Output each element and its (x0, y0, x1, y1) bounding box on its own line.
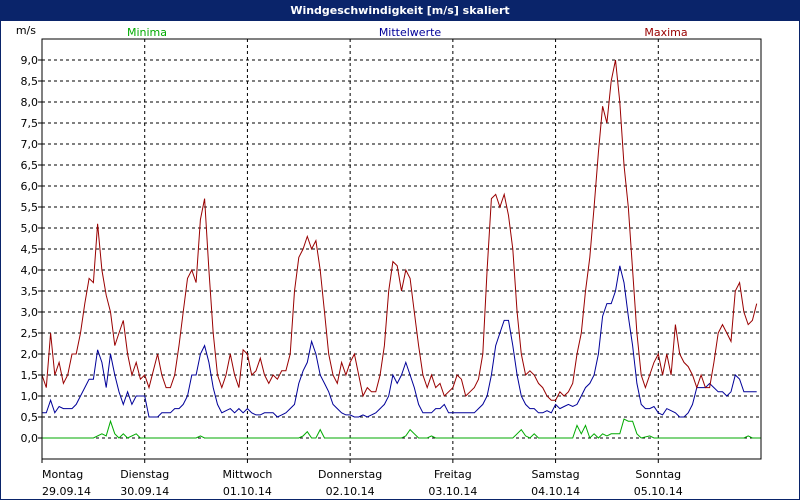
y-tick-label: 6,5 (21, 159, 39, 172)
y-tick-label: 7,0 (21, 138, 39, 151)
y-tick-label: 8,5 (21, 75, 39, 88)
y-axis-label: m/s (16, 24, 36, 37)
x-axis: Montag 29.09.14 Dienstag 30.09.14 Mittwoch 01… (41, 459, 683, 498)
x-tick-label-day: Freitag (434, 468, 472, 481)
x-tick-label-date: 30.09.14 (120, 485, 169, 498)
legend-item-mittelwerte: Mittelwerte (379, 26, 442, 39)
y-tick-label: 6,0 (21, 180, 39, 193)
x-tick-label-date: 03.10.14 (428, 485, 477, 498)
y-tick-label: 3,5 (21, 285, 39, 298)
y-tick-label: 3,0 (21, 306, 39, 319)
grid (42, 39, 761, 459)
x-tick-label-day: Dienstag (120, 468, 169, 481)
y-tick-label: 9,0 (21, 54, 39, 67)
x-tick-label-date: 02.10.14 (326, 485, 375, 498)
y-axis: 0,0 0,5 1,0 1,5 2,0 2,5 3,0 3,5 4,0 4,5 5,0 5,5 6,0 6… (16, 24, 42, 445)
window-title: Windgeschwindigkeit [m/s] skaliert (1, 1, 799, 21)
plot-frame (41, 38, 762, 460)
y-tick-label: 2,5 (21, 327, 39, 340)
y-tick-label: 0,5 (21, 411, 39, 424)
y-tick-label: 5,5 (21, 201, 39, 214)
y-tick-label: 1,5 (21, 369, 39, 382)
chart-canvas: Minima Mittelwerte Maxima 0,0 0,5 1,0 1,5 2,0 2… (16, 24, 762, 498)
x-tick-label-day: Montag (42, 468, 83, 481)
y-tick-label: 5,0 (21, 222, 39, 235)
series-line-maxima (41, 59, 758, 401)
y-tick-label: 2,0 (21, 348, 39, 361)
y-tick-label: 0,0 (21, 432, 39, 445)
y-tick-label: 4,0 (21, 264, 39, 277)
x-tick-label-day: Sonntag (635, 468, 681, 481)
x-tick-label-date: 04.10.14 (531, 485, 580, 498)
y-tick-label: 8,0 (21, 96, 39, 109)
series-line-minima (42, 418, 761, 439)
x-tick-label-day: Mittwoch (222, 468, 272, 481)
x-tick-label-date: 29.09.14 (42, 485, 91, 498)
legend-item-minima: Minima (127, 26, 167, 39)
x-tick-label-day: Samstag (531, 468, 579, 481)
series-lines (41, 59, 761, 439)
x-tick-label-date: 05.10.14 (634, 485, 683, 498)
y-tick-label: 7,5 (21, 117, 39, 130)
series-line-mittelwerte (42, 265, 757, 418)
x-tick-label-day: Donnerstag (318, 468, 382, 481)
x-tick-label-date: 01.10.14 (223, 485, 272, 498)
legend-item-maxima: Maxima (644, 26, 687, 39)
y-tick-label: 4,5 (21, 243, 39, 256)
y-tick-label: 1,0 (21, 390, 39, 403)
legend: Minima Mittelwerte Maxima (127, 26, 688, 39)
